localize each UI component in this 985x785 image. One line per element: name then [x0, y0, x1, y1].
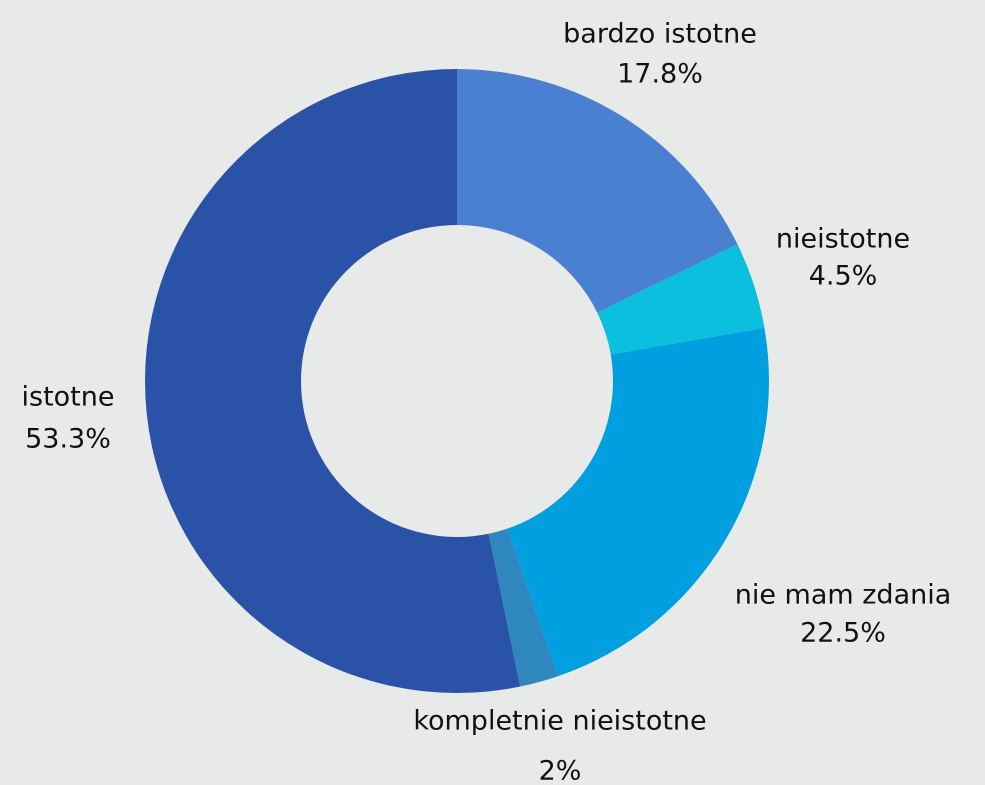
value-label: 2% [539, 756, 582, 785]
value-label: 17.8% [617, 59, 703, 90]
donut-segment [507, 327, 769, 677]
donut-segment [144, 69, 521, 693]
category-label: kompletnie nieistotne [413, 706, 706, 737]
value-label: 53.3% [25, 424, 111, 455]
value-label: 22.5% [800, 618, 886, 649]
category-label: nieistotne [776, 224, 910, 255]
donut-segment [457, 69, 738, 313]
category-label: nie mam zdania [735, 580, 952, 611]
category-label: bardzo istotne [563, 19, 757, 50]
donut-segment [597, 244, 765, 355]
donut-segment [488, 528, 558, 687]
category-label: istotne [22, 382, 115, 413]
value-label: 4.5% [809, 261, 878, 292]
